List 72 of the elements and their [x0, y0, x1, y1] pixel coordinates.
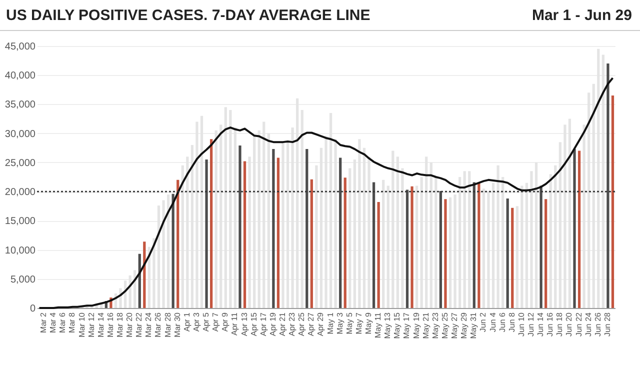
x-tick-label: Mar 4 — [48, 312, 58, 333]
x-tick-label: Jun 28 — [602, 312, 612, 337]
y-tick-label: 5,000 — [10, 274, 36, 286]
x-tick-label: Apr 19 — [268, 312, 278, 336]
x-tick-label: Apr 29 — [316, 312, 326, 336]
x-tick-label: Jun 6 — [498, 312, 507, 332]
chart-title: US DAILY POSITIVE CASES. 7-DAY AVERAGE LINE — [6, 6, 370, 24]
x-tick-label: Mar 24 — [144, 312, 154, 338]
x-tick-label: Jun 14 — [536, 312, 546, 337]
y-tick-label: 25,000 — [4, 158, 36, 169]
x-tick-label: May 19 — [412, 312, 421, 339]
x-tick-label: Apr 17 — [258, 312, 268, 336]
x-tick-label: Mar 26 — [154, 312, 163, 338]
y-tick-label: 30,000 — [4, 128, 36, 140]
x-tick-label: May 15 — [392, 312, 402, 339]
x-tick-label: May 11 — [374, 312, 383, 338]
x-tick-label: Jun 18 — [555, 312, 564, 337]
x-tick-label: May 17 — [402, 312, 412, 339]
x-tick-label: Apr 3 — [192, 312, 201, 332]
x-tick-label: Mar 8 — [68, 312, 77, 333]
x-tick-label: May 25 — [440, 312, 450, 339]
x-tick-label: Jun 12 — [526, 312, 536, 337]
x-tick-label: Mar 28 — [163, 312, 172, 338]
y-tick-label: 10,000 — [4, 245, 36, 256]
x-tick-label: Mar 12 — [86, 312, 96, 338]
y-tick-label: 40,000 — [4, 70, 36, 82]
x-tick-label: Apr 5 — [202, 312, 211, 332]
x-tick-label: Jun 4 — [488, 312, 498, 332]
chart-subtitle: Mar 1 - Jun 29 — [532, 6, 632, 24]
x-tick-label: Jun 22 — [574, 312, 584, 337]
x-tick-label: Jun 24 — [584, 312, 593, 337]
x-tick-label: Mar 20 — [125, 312, 134, 338]
x-tick-label: Apr 7 — [211, 312, 220, 332]
y-tick-label: 45,000 — [4, 42, 36, 52]
x-tick-label: May 23 — [430, 312, 440, 339]
x-tick-label: Jun 2 — [478, 312, 488, 332]
x-tick-label: May 5 — [344, 312, 354, 334]
x-tick-label: Apr 9 — [220, 312, 230, 332]
x-tick-label: Jun 16 — [546, 312, 555, 337]
y-tick-label: 20,000 — [4, 187, 36, 198]
y-tick-label: 15,000 — [4, 216, 36, 228]
x-tick-label: May 7 — [354, 312, 364, 334]
x-tick-label: Mar 22 — [134, 312, 144, 338]
x-tick-label: Jun 10 — [516, 312, 526, 337]
x-tick-label: Mar 16 — [106, 312, 115, 338]
x-tick-label: Apr 1 — [182, 312, 192, 332]
x-tick-label: May 1 — [326, 312, 335, 334]
y-tick-label: 0 — [30, 304, 36, 314]
x-tick-label: Apr 23 — [288, 312, 297, 336]
x-tick-label: Apr 21 — [278, 312, 287, 336]
x-tick-label: May 13 — [383, 312, 392, 339]
x-tick-label: Apr 15 — [249, 312, 258, 336]
x-tick-label: Jun 26 — [593, 312, 602, 337]
x-tick-label: Mar 10 — [77, 312, 86, 338]
x-tick-label: May 29 — [460, 312, 469, 339]
x-tick-label: Apr 11 — [230, 312, 240, 336]
x-tick-label: Jun 20 — [564, 312, 574, 337]
x-tick-label: Apr 27 — [306, 312, 316, 336]
x-tick-label: May 3 — [335, 312, 344, 334]
x-tick-label: Jun 8 — [507, 312, 516, 332]
x-tick-label: Mar 2 — [39, 312, 48, 333]
x-tick-label: May 27 — [450, 312, 460, 339]
x-tick-label: Mar 6 — [58, 312, 68, 333]
x-tick-label: Mar 18 — [116, 312, 125, 338]
y-tick-label: 35,000 — [4, 100, 36, 111]
x-tick-label: Apr 25 — [297, 312, 306, 336]
x-tick-label: Mar 14 — [96, 312, 106, 338]
x-tick-label: May 31 — [469, 312, 478, 339]
x-tick-label: Mar 30 — [172, 312, 182, 338]
x-tick-label: Apr 13 — [240, 312, 249, 336]
x-tick-label: May 21 — [421, 312, 430, 339]
x-tick-label: May 9 — [364, 312, 374, 334]
